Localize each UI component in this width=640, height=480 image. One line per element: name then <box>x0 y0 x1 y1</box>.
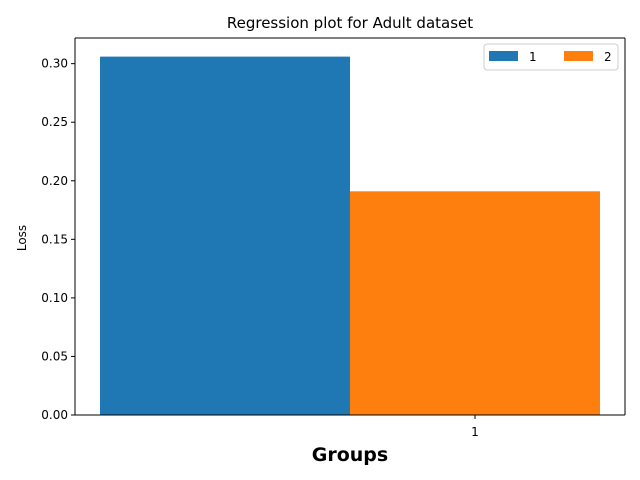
legend-swatch-2 <box>564 51 593 61</box>
y-tick-label: 0.25 <box>41 115 68 129</box>
x-tick-label: 1 <box>471 425 479 439</box>
y-tick-label: 0.30 <box>41 57 68 71</box>
y-tick-label: 0.10 <box>41 291 68 305</box>
bars-layer <box>100 56 600 416</box>
legend-label-2: 2 <box>604 50 612 64</box>
legend-box <box>483 43 619 71</box>
y-axis-label: Loss <box>15 225 29 251</box>
x-axis-label: Groups <box>312 444 388 466</box>
bar-series-1-1 <box>100 56 350 416</box>
legend-label-1: 1 <box>529 50 537 64</box>
y-tick-label: 0.05 <box>41 349 68 363</box>
bar-series-2-1 <box>350 191 600 415</box>
chart-title: Regression plot for Adult dataset <box>227 14 473 32</box>
axes-layer: 0.00 0.05 0.10 0.15 0.20 0.25 0.30 1 <box>41 37 626 439</box>
y-tick-label: 0.20 <box>41 174 68 188</box>
legend-swatch-1 <box>489 51 518 61</box>
y-tick-label: 0.15 <box>41 232 68 246</box>
y-tick-label: 0.00 <box>41 408 68 422</box>
